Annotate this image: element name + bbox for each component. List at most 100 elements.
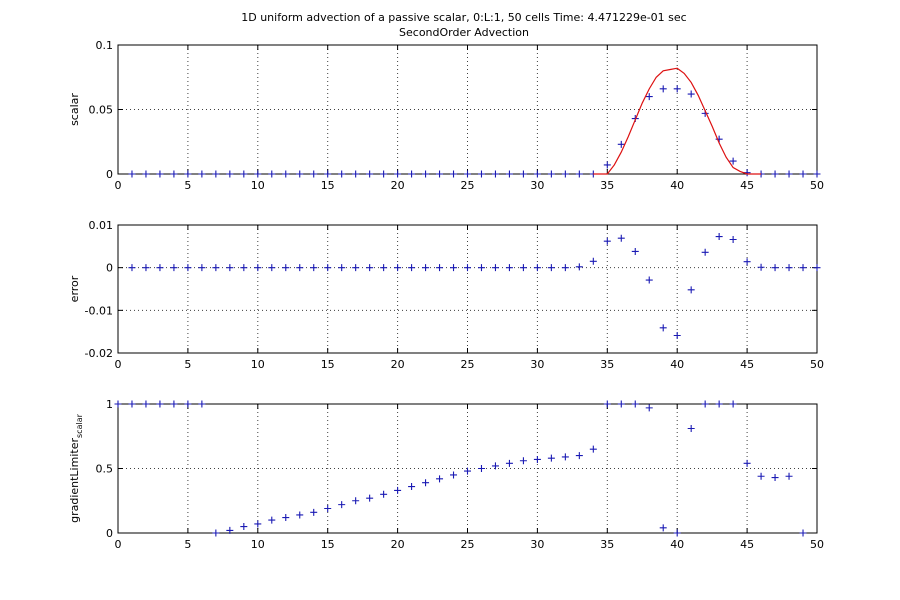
data-point xyxy=(324,264,332,272)
data-point xyxy=(561,170,569,178)
data-point xyxy=(212,170,220,178)
data-point xyxy=(575,452,583,460)
x-tick-label: 30 xyxy=(530,538,544,551)
data-point xyxy=(701,400,709,408)
data-point xyxy=(394,170,402,178)
data-point xyxy=(589,257,597,265)
data-point xyxy=(813,264,821,272)
data-point xyxy=(464,170,471,178)
data-point xyxy=(701,248,709,256)
data-point xyxy=(170,170,178,178)
data-point xyxy=(422,479,430,487)
data-point xyxy=(575,170,583,178)
data-point xyxy=(282,264,290,272)
x-tick-label: 35 xyxy=(600,538,614,551)
data-point xyxy=(771,474,779,482)
x-tick-label: 25 xyxy=(461,538,475,551)
data-point xyxy=(464,467,471,475)
data-point xyxy=(799,529,807,537)
data-point xyxy=(561,453,569,461)
data-point xyxy=(785,472,793,480)
data-point xyxy=(813,170,821,178)
data-point xyxy=(184,170,192,178)
data-point xyxy=(114,400,122,408)
data-point xyxy=(464,264,471,272)
x-tick-label: 10 xyxy=(251,538,265,551)
data-point xyxy=(505,459,513,467)
data-point xyxy=(156,264,164,272)
data-point xyxy=(785,264,793,272)
data-point xyxy=(268,264,276,272)
y-tick-label: 0.05 xyxy=(89,104,114,117)
data-point xyxy=(729,400,737,408)
data-point xyxy=(282,170,290,178)
x-tick-label: 45 xyxy=(740,179,754,192)
x-tick-label: 20 xyxy=(391,358,405,371)
data-point xyxy=(184,400,192,408)
data-point xyxy=(617,234,625,242)
gradient-limiter-axes: 0 5 10 15 20 25 30 35 40 45 50 0 0.5 1 gradientLimiter… xyxy=(68,398,824,551)
data-point xyxy=(156,400,164,408)
y-tick-label: 0 xyxy=(106,262,113,275)
data-point xyxy=(254,520,262,528)
data-point xyxy=(631,247,639,255)
data-point xyxy=(408,483,416,491)
x-tick-label: 40 xyxy=(670,179,684,192)
data-point xyxy=(408,170,416,178)
x-tick-label: 50 xyxy=(810,358,824,371)
y-tick-label: -0.02 xyxy=(85,347,113,360)
x-tick-label: 40 xyxy=(670,358,684,371)
data-point xyxy=(757,263,765,271)
data-point xyxy=(380,264,388,272)
data-point xyxy=(659,324,667,332)
data-point xyxy=(491,170,499,178)
data-point xyxy=(352,264,360,272)
data-point xyxy=(296,170,304,178)
data-point xyxy=(603,400,611,408)
data-point xyxy=(771,264,779,272)
data-point xyxy=(128,264,136,272)
x-tick-label: 45 xyxy=(740,358,754,371)
data-point xyxy=(254,264,262,272)
y-axis-label: gradientLimiterscalar xyxy=(68,413,84,523)
data-point xyxy=(422,264,430,272)
data-point xyxy=(477,465,485,472)
data-point xyxy=(729,236,737,244)
data-point xyxy=(575,263,583,271)
x-tick-label: 15 xyxy=(321,358,335,371)
data-point xyxy=(338,501,346,509)
data-point xyxy=(296,264,304,272)
data-point xyxy=(142,264,150,272)
y-axis-label: scalar xyxy=(68,93,81,126)
data-point xyxy=(226,264,234,272)
data-point xyxy=(785,170,793,178)
data-point xyxy=(477,170,485,178)
data-point xyxy=(408,264,416,272)
data-point xyxy=(366,170,374,178)
x-tick-label: 30 xyxy=(530,358,544,371)
data-point xyxy=(198,264,206,272)
x-tick-label: 35 xyxy=(600,179,614,192)
data-point xyxy=(324,504,332,512)
data-point xyxy=(240,170,248,178)
data-point xyxy=(659,85,667,93)
chart-title-line1: 1D uniform advection of a passive scalar… xyxy=(241,11,686,24)
data-point xyxy=(226,526,234,534)
x-tick-label: 10 xyxy=(251,358,265,371)
data-point xyxy=(422,170,430,178)
data-point xyxy=(645,404,653,412)
x-tick-label: 20 xyxy=(391,179,405,192)
data-point xyxy=(645,93,653,101)
data-point xyxy=(659,524,667,532)
data-point xyxy=(394,486,402,494)
x-tick-label: 25 xyxy=(461,179,475,192)
data-point xyxy=(226,170,234,178)
data-point xyxy=(128,170,136,178)
data-point xyxy=(450,170,458,178)
data-point xyxy=(310,508,318,516)
data-point xyxy=(142,170,150,178)
data-point xyxy=(771,170,779,178)
data-point xyxy=(743,258,751,266)
x-tick-label: 0 xyxy=(115,179,122,192)
